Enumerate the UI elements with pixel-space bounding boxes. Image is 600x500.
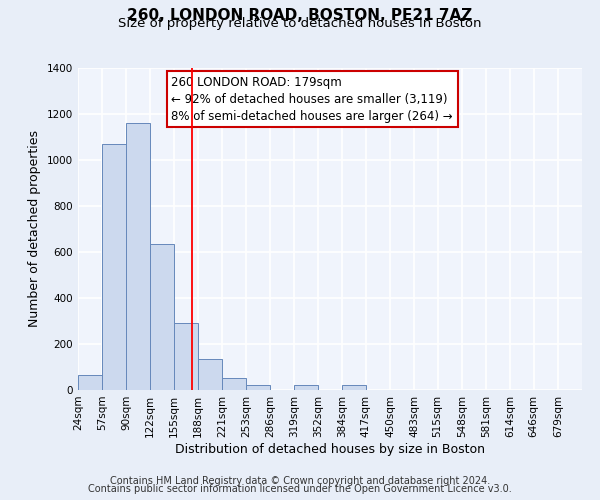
Bar: [102, 144, 127, 390]
Text: 260 LONDON ROAD: 179sqm
← 92% of detached houses are smaller (3,119)
8% of semi-: 260 LONDON ROAD: 179sqm ← 92% of detache…: [171, 76, 453, 122]
Bar: [150, 244, 174, 390]
Text: Contains public sector information licensed under the Open Government Licence v3: Contains public sector information licen…: [88, 484, 512, 494]
Bar: [174, 323, 198, 390]
Text: Size of property relative to detached houses in Boston: Size of property relative to detached ho…: [118, 18, 482, 30]
Bar: [342, 385, 366, 390]
Bar: [78, 375, 102, 390]
Bar: [198, 359, 223, 390]
Text: 260, LONDON ROAD, BOSTON, PE21 7AZ: 260, LONDON ROAD, BOSTON, PE21 7AZ: [127, 8, 473, 22]
Text: Contains HM Land Registry data © Crown copyright and database right 2024.: Contains HM Land Registry data © Crown c…: [110, 476, 490, 486]
Bar: [246, 385, 270, 390]
Y-axis label: Number of detached properties: Number of detached properties: [28, 130, 41, 327]
Bar: [294, 385, 318, 390]
X-axis label: Distribution of detached houses by size in Boston: Distribution of detached houses by size …: [175, 442, 485, 456]
Bar: [223, 378, 246, 390]
Bar: [127, 123, 150, 390]
